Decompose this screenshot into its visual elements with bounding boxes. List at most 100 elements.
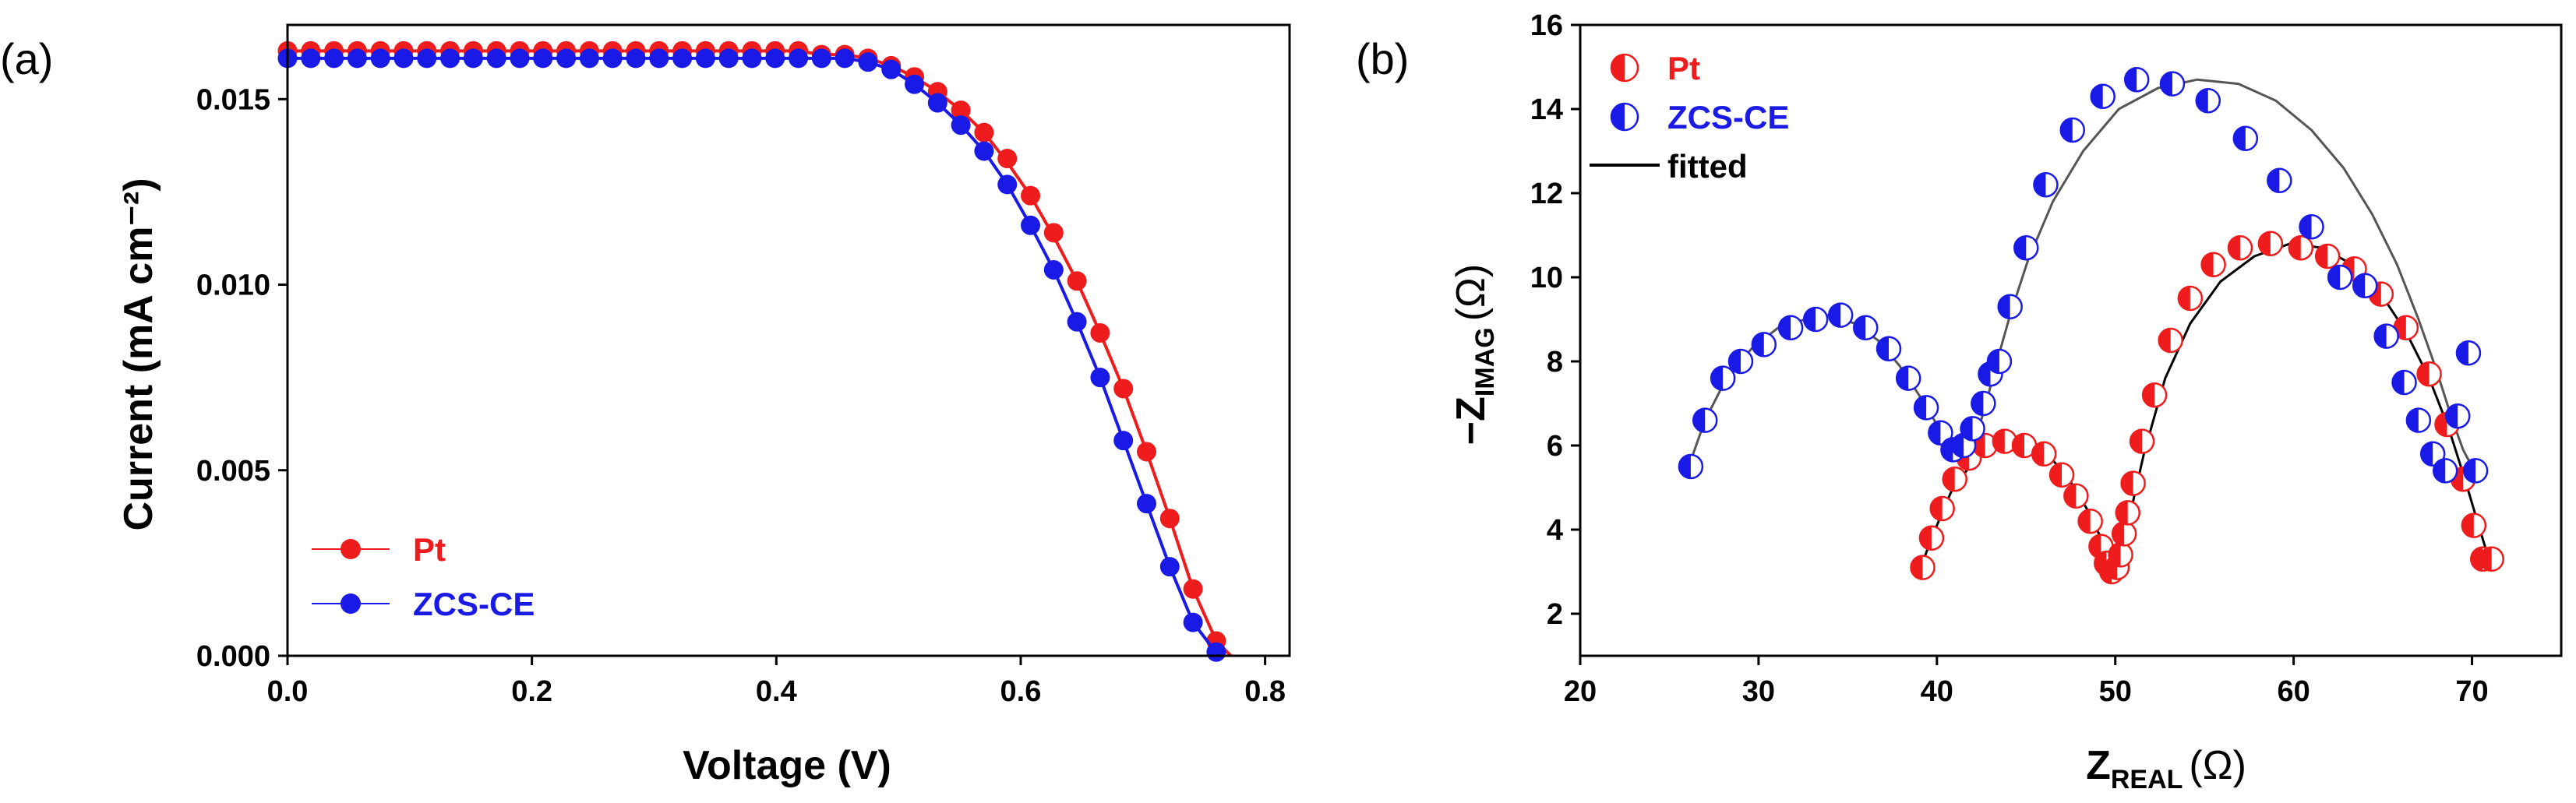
chart-b-point-zcs xyxy=(1802,306,1829,333)
chart-a-point-zcs xyxy=(695,48,715,69)
chart-a-point-zcs xyxy=(974,141,994,161)
chart-b-point-pt xyxy=(1942,466,1967,492)
chart-a-point-zcs xyxy=(789,48,809,69)
chart-a-ytick-label: 0.015 xyxy=(196,83,270,116)
legend-a-zcs-marker xyxy=(341,593,361,614)
chart-b-point-zcs xyxy=(2444,403,2471,429)
legend-b-zcs-marker xyxy=(1610,102,1639,132)
chart-b-point-zcs xyxy=(2373,323,2399,349)
chart-b-plot-area xyxy=(1678,66,2504,585)
chart-a-point-zcs xyxy=(1206,642,1226,662)
chart-b-point-pt xyxy=(2077,508,2103,534)
chart-b-ytick-label: 6 xyxy=(1547,430,1563,463)
panel-a-label: (a) xyxy=(0,34,53,83)
chart-a-point-zcs xyxy=(858,52,878,72)
chart-a-point-zcs xyxy=(324,48,344,69)
chart-b-ytick-label: 4 xyxy=(1547,514,1563,547)
legend-b-zcs-symbol xyxy=(1610,102,1639,132)
chart-b-ytick-label: 14 xyxy=(1530,93,1563,126)
chart-a-point-zcs xyxy=(393,48,414,69)
chart-a-point-zcs xyxy=(1113,431,1134,451)
legend-b-pt-marker xyxy=(1610,53,1639,83)
chart-b-point-pt xyxy=(2108,542,2133,568)
chart-a-point-zcs xyxy=(347,48,367,69)
chart-b-point-zcs xyxy=(2299,213,2324,240)
chart-b-point-pt xyxy=(1910,555,1936,580)
chart-b-ytick-label: 10 xyxy=(1530,262,1563,294)
chart-a-ytick-label: 0.010 xyxy=(196,269,270,302)
chart-b-point-zcs xyxy=(1727,348,1754,375)
chart-b-point-pt xyxy=(2063,483,2089,509)
chart-b-point-pt xyxy=(2120,470,2146,496)
chart-b-point-pt xyxy=(2200,252,2226,278)
chart-b-point-zcs xyxy=(1913,395,1939,421)
chart-b-point-zcs xyxy=(2013,234,2039,261)
chart-a-point-zcs xyxy=(463,48,483,69)
chart-a-point-zcs xyxy=(440,48,461,69)
chart-b-ylabel-unit: (Ω) xyxy=(1449,264,1494,322)
chart-a-xtick-label: 0.2 xyxy=(511,675,552,708)
chart-a-frame xyxy=(286,23,1291,657)
chart-b-ylabel: −ZIMAG (Ω) xyxy=(1449,264,1500,445)
chart-b-point-pt xyxy=(2227,234,2253,261)
chart-b-legend: Pt ZCS-CE fitted xyxy=(1590,50,1789,185)
chart-b-ytick-label: 16 xyxy=(1530,9,1563,42)
chart-b-xlabel: ZREAL (Ω) xyxy=(2086,743,2246,794)
chart-a-point-zcs xyxy=(672,48,693,69)
chart-a-point-zcs xyxy=(417,48,437,69)
chart-a-xtick-label: 0.0 xyxy=(267,675,309,708)
chart-a-xtick-label: 0.8 xyxy=(1244,675,1286,708)
chart-a-point-zcs xyxy=(579,48,599,69)
chart-a-xtick-label: 0.6 xyxy=(1000,675,1042,708)
chart-a-point-zcs xyxy=(1067,312,1087,332)
chart-b-frame xyxy=(1579,23,2563,657)
chart-a-legend: Pt ZCS-CE xyxy=(312,531,535,622)
chart-b-point-zcs xyxy=(2327,264,2353,291)
chart-a-point-zcs xyxy=(1021,215,1041,235)
chart-a: (a) 0.0 0.2 0.4 0.6 0.80.0000.0050.0100.015 … xyxy=(0,23,1291,788)
chart-a-point-zcs xyxy=(533,48,553,69)
chart-b-point-zcs xyxy=(2232,125,2259,152)
chart-b-ytick-label: 8 xyxy=(1547,346,1563,379)
chart-b-point-zcs xyxy=(2419,441,2446,467)
chart-b-point-pt xyxy=(2031,441,2057,467)
chart-b-point-zcs xyxy=(1928,420,1953,446)
chart-b-xtick-label: 20 xyxy=(1564,675,1597,708)
chart-a-ticks: 0.0 0.2 0.4 0.6 0.8 0.000 0.005 0.010 0.015 xyxy=(196,83,1286,708)
chart-a-point-zcs xyxy=(951,115,971,136)
legend-b-zcs-label: ZCS-CE xyxy=(1667,99,1789,136)
chart-a-point-zcs xyxy=(997,174,1018,195)
chart-b-point-zcs xyxy=(1986,348,2013,375)
chart-b-point-zcs xyxy=(1777,315,1804,341)
chart-a-point-zcs xyxy=(486,48,506,69)
chart-a-point-pt xyxy=(1021,185,1041,206)
chart-b-point-pt xyxy=(2257,231,2284,257)
chart-b-xlabel-main: Z xyxy=(2086,743,2111,788)
chart-a-point-zcs xyxy=(301,48,321,69)
chart-a-point-pt xyxy=(974,122,994,143)
chart-b-xtick-label: 40 xyxy=(1921,675,1953,708)
chart-b-point-zcs xyxy=(1678,453,1704,480)
chart-b-point-zcs xyxy=(2195,87,2221,114)
chart-a-point-zcs xyxy=(1043,259,1064,280)
chart-b-point-pt xyxy=(2129,428,2155,454)
legend-b-pt-label: Pt xyxy=(1667,50,1700,86)
chart-b-point-zcs xyxy=(2352,273,2378,299)
chart-a-point-zcs xyxy=(881,59,902,79)
chart-b-point-zcs xyxy=(2391,369,2417,396)
chart-b-xtick-label: 30 xyxy=(1742,675,1775,708)
chart-b-xlabel-sub: REAL xyxy=(2111,765,2183,794)
chart-a-point-pt xyxy=(1183,579,1203,599)
chart-a-point-pt xyxy=(997,149,1018,169)
chart-b-point-zcs xyxy=(2462,458,2489,484)
chart-a-point-zcs xyxy=(1159,557,1180,577)
chart-b-ylabel-main: −Z xyxy=(1449,396,1494,445)
chart-b-xlabel-unit: (Ω) xyxy=(2189,743,2246,788)
chart-a-point-pt xyxy=(1043,223,1064,243)
chart-b-ylabel-sub: IMAG xyxy=(1470,327,1500,396)
chart-b-point-zcs xyxy=(1971,390,1996,417)
chart-a-ytick-label: 0.005 xyxy=(196,455,270,488)
chart-b-point-zcs xyxy=(2059,117,2086,143)
